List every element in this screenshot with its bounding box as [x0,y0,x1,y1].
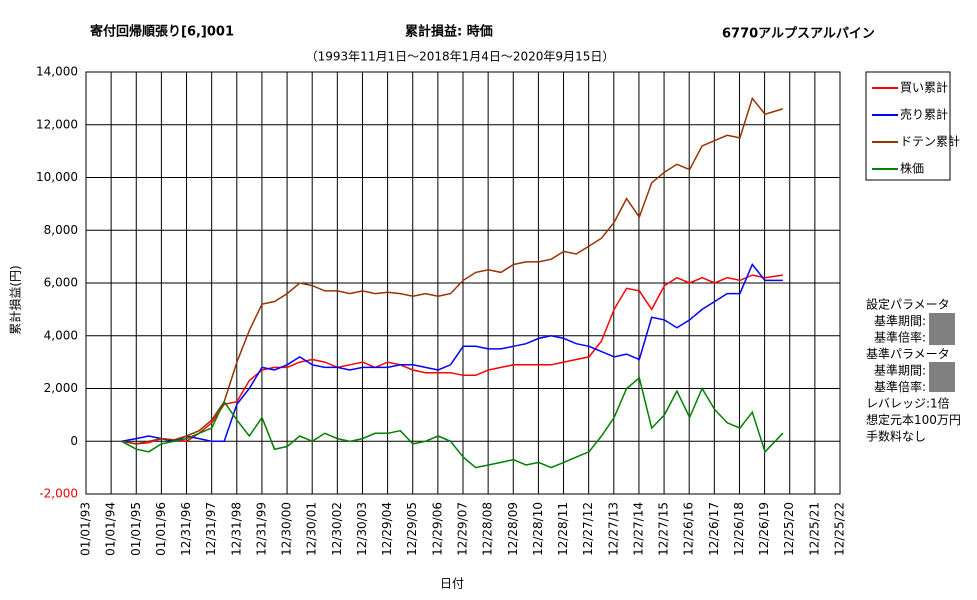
x-tick-label: 12/31/96 [179,502,193,556]
side-note: 基準期間: [874,313,926,328]
x-tick-label: 12/26/19 [757,502,771,556]
x-tick-label: 12/28/08 [481,502,495,556]
y-tick-label: 4,000 [44,328,78,342]
series-line [121,96,784,445]
x-tick-label: 12/27/15 [657,502,671,556]
x-tick-label: 12/28/11 [556,502,570,556]
x-tick-label: 12/26/16 [682,502,696,556]
side-note: レバレッジ:1倍 [866,396,950,411]
y-tick-label: 6,000 [44,276,78,290]
side-note: 手数料なし [866,429,926,444]
x-tick-label: 12/31/99 [254,502,268,556]
y-tick-label: 2,000 [44,381,78,395]
x-tick-label: 12/30/01 [305,502,319,556]
x-tick-label: 12/27/12 [581,502,595,556]
period-label: （1993年11月1日～2018年1月4日～2020年9月15日） [306,50,615,64]
masked-box [929,313,955,345]
series-line [121,376,784,469]
x-tick-label: 12/29/06 [430,502,444,556]
legend-label: 売り累計 [900,107,948,122]
x-tick-label: 12/27/14 [631,502,645,556]
side-note: 基準倍率: [874,379,926,394]
x-tick-label: 12/31/98 [229,502,243,556]
x-axis-label: 日付 [440,577,464,591]
side-note: 基準期間: [874,363,926,378]
x-tick-label: 01/01/96 [154,502,168,556]
series-line [121,263,783,443]
legend-label: ドテン累計 [900,134,960,149]
side-note: 基準パラメータ [866,346,950,361]
chart-title: 寄付回帰順張り[6,]001 [90,24,234,40]
side-note: 設定パラメータ [866,297,950,312]
side-note: 基準倍率: [874,330,926,345]
x-tick-label: 12/25/21 [807,502,821,556]
x-tick-label: 01/01/95 [129,502,143,556]
x-tick-label: 12/28/10 [531,502,545,556]
legend-box [865,71,951,181]
y-tick-label: 0 [70,434,78,448]
chart-subtitle: 累計損益: 時価 [405,24,493,40]
y-tick-label: -2,000 [39,487,78,501]
y-tick-label: 10,000 [36,170,78,184]
x-tick-label: 12/30/02 [330,502,344,556]
x-tick-label: 12/26/18 [732,502,746,556]
plot-frame [85,71,841,495]
x-tick-label: 12/30/00 [280,502,294,556]
series-line [121,274,783,445]
y-axis-label: 累計損益(円) [8,265,23,334]
y-tick-label: 12,000 [36,117,78,131]
x-tick-label: 12/29/04 [380,502,394,556]
x-tick-label: 12/30/03 [355,502,369,556]
masked-box [929,362,955,392]
y-tick-label: 14,000 [36,65,78,79]
x-tick-label: 01/01/93 [79,502,93,556]
x-tick-label: 12/28/09 [506,502,520,556]
legend-label: 買い累計 [900,80,948,95]
y-tick-label: 8,000 [44,223,78,237]
x-tick-label: 12/25/22 [833,502,847,556]
x-tick-label: 01/01/94 [104,502,118,556]
legend-label: 株価 [900,161,924,176]
symbol-label: 6770アルプスアルパイン [722,27,875,42]
x-tick-label: 12/31/97 [204,502,218,556]
x-tick-label: 12/26/17 [707,502,721,556]
x-tick-label: 12/27/13 [606,502,620,556]
x-tick-label: 12/25/20 [782,502,796,556]
x-tick-label: 12/29/05 [405,502,419,556]
side-note: 想定元本100万円 [866,412,961,427]
x-tick-label: 12/29/07 [456,502,470,556]
